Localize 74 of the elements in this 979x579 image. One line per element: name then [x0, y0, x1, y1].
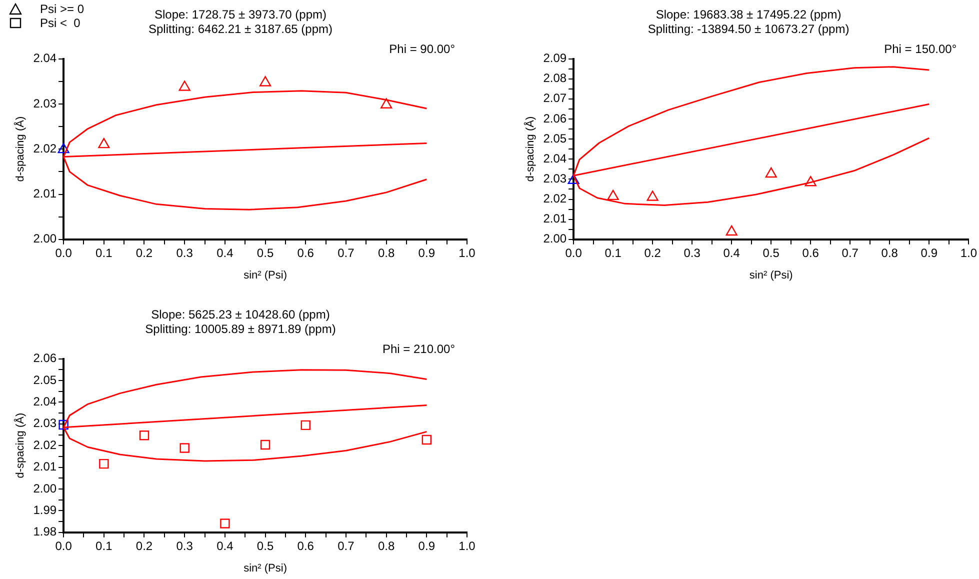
y-axis-title: d-spacing (Å): [14, 116, 27, 182]
y-tick-label: 2.07: [543, 91, 567, 106]
y-tick-label: 2.00: [33, 232, 57, 246]
x-tick-label: 0.3: [684, 246, 701, 260]
chart-subtitle: Splitting: -13894.50 ± 10673.27 (ppm): [648, 22, 850, 36]
y-tick-label: 2.03: [33, 96, 57, 110]
y-tick-label: 2.04: [33, 394, 57, 409]
y-axis-title: d-spacing (Å): [524, 116, 537, 182]
x-tick-label: 0.0: [55, 246, 72, 260]
x-tick-label: 0.6: [297, 538, 314, 553]
x-tick-label: 0.2: [136, 538, 153, 553]
y-tick-label: 1.98: [33, 524, 57, 539]
x-tick-label: 0.2: [136, 246, 153, 260]
y-tick-label: 2.03: [543, 172, 567, 186]
x-tick-label: 0.4: [216, 246, 234, 260]
x-tick-label: 0.3: [176, 538, 194, 553]
x-tick-label: 0.7: [338, 538, 355, 553]
y-tick-label: 2.06: [33, 351, 57, 366]
x-tick-label: 0.5: [256, 538, 274, 553]
y-tick-label: 2.00: [33, 481, 57, 496]
y-tick-label: 2.00: [543, 232, 567, 246]
chart-title: Slope: 19683.38 ± 17495.22 (ppm): [656, 8, 842, 22]
x-tick-label: 0.0: [55, 538, 72, 553]
x-tick-label: 0.9: [418, 246, 436, 260]
text: Psi >= 0: [40, 2, 84, 16]
x-tick-label: 0.4: [723, 246, 740, 260]
x-axis-title: sin² (Psi): [749, 269, 793, 282]
x-axis-title: sin² (Psi): [244, 562, 287, 574]
x-tick-label: 0.9: [920, 246, 938, 260]
x-tick-label: 0.6: [297, 246, 314, 260]
x-tick-label: 0.9: [418, 538, 436, 553]
x-tick-label: 0.1: [96, 246, 113, 260]
chart-title: Slope: 1728.75 ± 3973.70 (ppm): [154, 8, 327, 22]
y-tick-label: 2.01: [543, 212, 567, 226]
y-axis-title: d-spacing (Å): [14, 412, 27, 478]
y-tick-label: 1.99: [33, 503, 57, 518]
x-tick-label: 0.7: [842, 246, 859, 260]
chart-title: Slope: 5625.23 ± 10428.60 (ppm): [151, 308, 330, 322]
y-tick-label: 2.02: [33, 141, 57, 156]
chart-subtitle: Splitting: 10005.89 ± 8971.89 (ppm): [145, 322, 336, 336]
y-tick-label: 2.04: [33, 51, 57, 66]
text: Phi = 90.00°: [389, 42, 456, 56]
y-tick-label: 2.08: [543, 71, 567, 86]
x-tick-label: 0.6: [802, 246, 820, 260]
text: Phi = 150.00°: [884, 42, 957, 56]
y-tick-label: 2.04: [543, 151, 567, 166]
x-axis-title: sin² (Psi): [244, 269, 287, 282]
x-tick-label: 0.0: [565, 246, 582, 260]
y-tick-label: 2.02: [543, 192, 567, 206]
x-tick-label: 0.4: [216, 538, 234, 553]
x-tick-label: 0.1: [604, 246, 622, 260]
text: Phi = 210.00°: [382, 342, 456, 356]
y-tick-label: 2.03: [33, 416, 57, 430]
x-tick-label: 0.8: [881, 246, 898, 260]
y-tick-label: 2.05: [543, 131, 567, 146]
x-tick-label: 0.5: [256, 246, 274, 260]
x-tick-label: 0.5: [762, 246, 780, 260]
y-tick-label: 2.01: [33, 186, 57, 201]
x-tick-label: 1.0: [458, 538, 476, 553]
x-tick-label: 1.0: [458, 246, 476, 260]
x-tick-label: 0.8: [378, 246, 395, 260]
x-tick-label: 0.2: [644, 246, 662, 260]
y-tick-label: 2.05: [33, 372, 57, 387]
x-tick-label: 0.8: [378, 538, 395, 553]
x-tick-label: 0.1: [96, 538, 113, 553]
x-tick-label: 0.3: [176, 246, 194, 260]
y-tick-label: 2.02: [33, 438, 57, 452]
y-tick-label: 2.09: [543, 51, 567, 66]
x-tick-label: 1.0: [960, 246, 978, 260]
y-tick-label: 2.06: [543, 111, 567, 126]
text: Psi < 0: [40, 16, 80, 30]
chart-subtitle: Splitting: 6462.21 ± 3187.65 (ppm): [148, 22, 333, 36]
x-tick-label: 0.7: [338, 246, 355, 260]
y-tick-label: 2.01: [33, 460, 57, 474]
